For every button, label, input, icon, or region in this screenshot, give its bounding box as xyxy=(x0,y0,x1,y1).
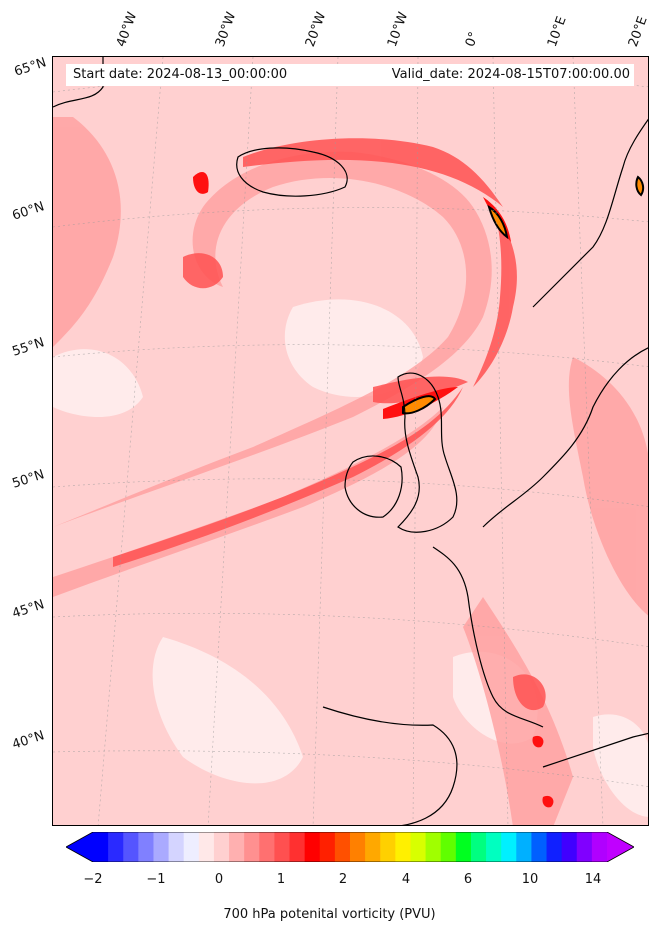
iberia-coast xyxy=(322,706,458,825)
colorbar-swatch xyxy=(334,832,351,862)
start-date-label: Start date: 2024-08-13_00:00:00 xyxy=(73,67,288,82)
colorbar-over-triangle xyxy=(607,832,634,862)
france-coast xyxy=(432,546,544,728)
colorbar-label: 700 hPa potenital vorticity (PVU) xyxy=(223,907,436,922)
colorbar-swatch xyxy=(561,832,578,862)
lat-label-60n: 60°N xyxy=(10,199,47,224)
colorbar-swatch xyxy=(289,832,306,862)
colorbar-tick: 6 xyxy=(463,872,473,887)
colorbar-swatch xyxy=(123,832,139,862)
colorbar-tick: 2 xyxy=(338,872,348,887)
colorbar-swatch xyxy=(425,832,442,862)
colorbar-swatch xyxy=(108,832,124,862)
colorbar-swatch xyxy=(546,832,563,862)
colorbar-tick: 10 xyxy=(521,872,539,887)
colorbar-swatch xyxy=(486,832,502,862)
lon-label-0: 0° xyxy=(462,29,483,49)
britain-coast xyxy=(397,372,458,533)
colorbar-swatch xyxy=(213,832,230,862)
colorbar-swatch xyxy=(591,832,608,862)
lat-label-40n: 40°N xyxy=(10,728,47,753)
colorbar-swatch xyxy=(153,832,170,862)
lon-label-20w: 20°W xyxy=(302,10,330,49)
lat-label-65n: 65°N xyxy=(12,55,49,80)
colorbar-under-triangle xyxy=(66,832,93,862)
colorbar-swatch xyxy=(531,832,548,862)
mediterranean-coast xyxy=(542,732,648,768)
lat-label-45n: 45°N xyxy=(10,597,47,622)
colorbar-swatch xyxy=(501,832,517,862)
colorbar-swatch xyxy=(229,832,245,862)
colorbar-tick: 1 xyxy=(276,872,286,887)
lon-label-30w: 30°W xyxy=(212,10,240,49)
pv-strong-bands xyxy=(113,138,546,711)
colorbar-swatch xyxy=(470,832,487,862)
colorbar-tick: 4 xyxy=(401,872,411,887)
colorbar-swatch xyxy=(440,832,457,862)
colorbar-swatch xyxy=(168,832,185,862)
lon-label-20e: 20°E xyxy=(625,14,651,50)
info-strip: Start date: 2024-08-13_00:00:00 Valid_da… xyxy=(66,64,634,86)
pv-field-map xyxy=(53,57,648,825)
colorbar-tick: 0 xyxy=(214,872,224,887)
colorbar-swatch xyxy=(93,832,109,862)
ireland-coast xyxy=(344,455,403,518)
colorbar-swatch xyxy=(380,832,396,862)
colorbar-swatch xyxy=(274,832,291,862)
colorbar-swatch xyxy=(244,832,260,862)
colorbar-swatch xyxy=(395,832,411,862)
colorbar-swatch xyxy=(138,832,154,862)
colorbar-swatch xyxy=(183,832,200,862)
lon-label-40w: 40°W xyxy=(113,10,141,49)
colorbar-swatch xyxy=(576,832,593,862)
lat-label-50n: 50°N xyxy=(10,467,47,492)
valid-date-label: Valid_date: 2024-08-15T07:00:00.00 xyxy=(391,67,630,82)
colorbar-swatch xyxy=(516,832,532,862)
colorbar-swatch xyxy=(410,832,427,862)
colorbar-tick: 14 xyxy=(584,872,602,887)
colorbar-swatch xyxy=(350,832,366,862)
colorbar-tick: −1 xyxy=(146,872,166,887)
colorbar xyxy=(66,832,634,862)
colorbar-swatch xyxy=(259,832,275,862)
lon-label-10w: 10°W xyxy=(384,10,412,49)
coastlines xyxy=(53,57,648,825)
colorbar-swatch xyxy=(365,832,381,862)
colorbar-tick: −2 xyxy=(83,872,103,887)
continent-coast xyxy=(482,347,648,528)
norway-coast xyxy=(532,118,648,308)
colorbar-swatch xyxy=(455,832,472,862)
colorbar-swatch xyxy=(304,832,321,862)
pv-extreme-spots xyxy=(402,175,645,415)
lat-label-55n: 55°N xyxy=(10,335,47,360)
lon-label-10e: 10°E xyxy=(544,14,570,50)
colorbar-swatch xyxy=(319,832,336,862)
colorbar-swatch xyxy=(198,832,215,862)
greenland-coast xyxy=(53,57,104,108)
iceland-coast xyxy=(236,147,348,197)
map-panel xyxy=(52,56,649,826)
